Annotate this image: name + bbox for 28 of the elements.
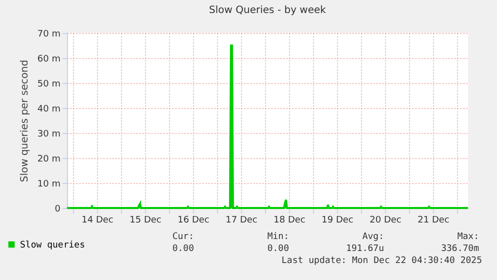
x-tick-label: 18 Dec — [274, 216, 306, 226]
y-tick-label: 10 m — [37, 180, 60, 190]
y-tick-label: 40 m — [37, 104, 60, 114]
legend-label: Slow queries — [20, 240, 86, 250]
x-tick-label: 15 Dec — [130, 216, 162, 226]
y-tick-label: 0 — [54, 204, 61, 214]
y-tick-label: 30 m — [37, 130, 60, 140]
x-tick-label: 17 Dec — [226, 216, 258, 226]
x-tick-label: 21 Dec — [418, 216, 450, 226]
chart-title: Slow Queries - by week — [209, 5, 326, 16]
y-tick-label: 60 m — [37, 54, 60, 64]
text: Max: — [457, 232, 479, 242]
x-tick-label: 16 Dec — [178, 216, 210, 226]
text: 336.70m — [441, 244, 479, 254]
y-tick-label: 20 m — [37, 154, 60, 164]
x-tick-label: 19 Dec — [322, 216, 354, 226]
text: Cur: — [172, 232, 194, 242]
x-tick-label: 20 Dec — [370, 216, 402, 226]
text: Avg: — [362, 232, 384, 242]
text: 0.00 — [267, 244, 289, 254]
text: 0.00 — [172, 244, 194, 254]
x-tick-label: 14 Dec — [82, 216, 114, 226]
text: Min: — [267, 232, 289, 242]
text: 191.67u — [346, 244, 384, 254]
text: Last update: Mon Dec 22 04:30:40 2025 — [282, 256, 482, 266]
y-axis-title: Slow queries per second — [19, 60, 30, 182]
y-tick-label: 50 m — [37, 80, 60, 90]
y-tick-label: 70 m — [37, 30, 60, 40]
